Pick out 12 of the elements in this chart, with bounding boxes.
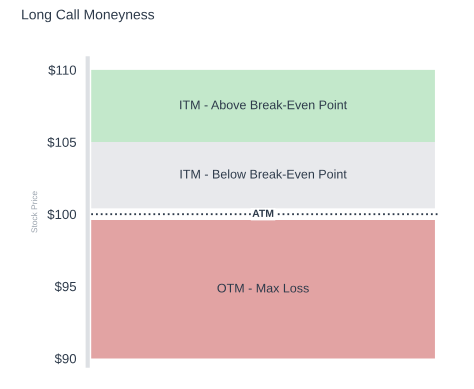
series-label: ITM - Below Break-Even Point — [180, 169, 347, 179]
y-tick-label: $105 — [47, 137, 76, 148]
ref-line-label: ATM — [252, 210, 274, 217]
y-tick-label: $90 — [54, 353, 76, 364]
y-tick-label: $100 — [47, 209, 76, 220]
series-label: ITM - Above Break-Even Point — [180, 100, 348, 110]
chart-title: Long Call Moneyness — [22, 9, 154, 22]
y-tick-label: $95 — [54, 281, 76, 292]
series-label: OTM - Max Loss — [217, 284, 309, 293]
y-axis-title: Stock Price — [31, 191, 38, 233]
bar — [91, 70, 435, 142]
y-tick-label: $110 — [48, 64, 76, 76]
